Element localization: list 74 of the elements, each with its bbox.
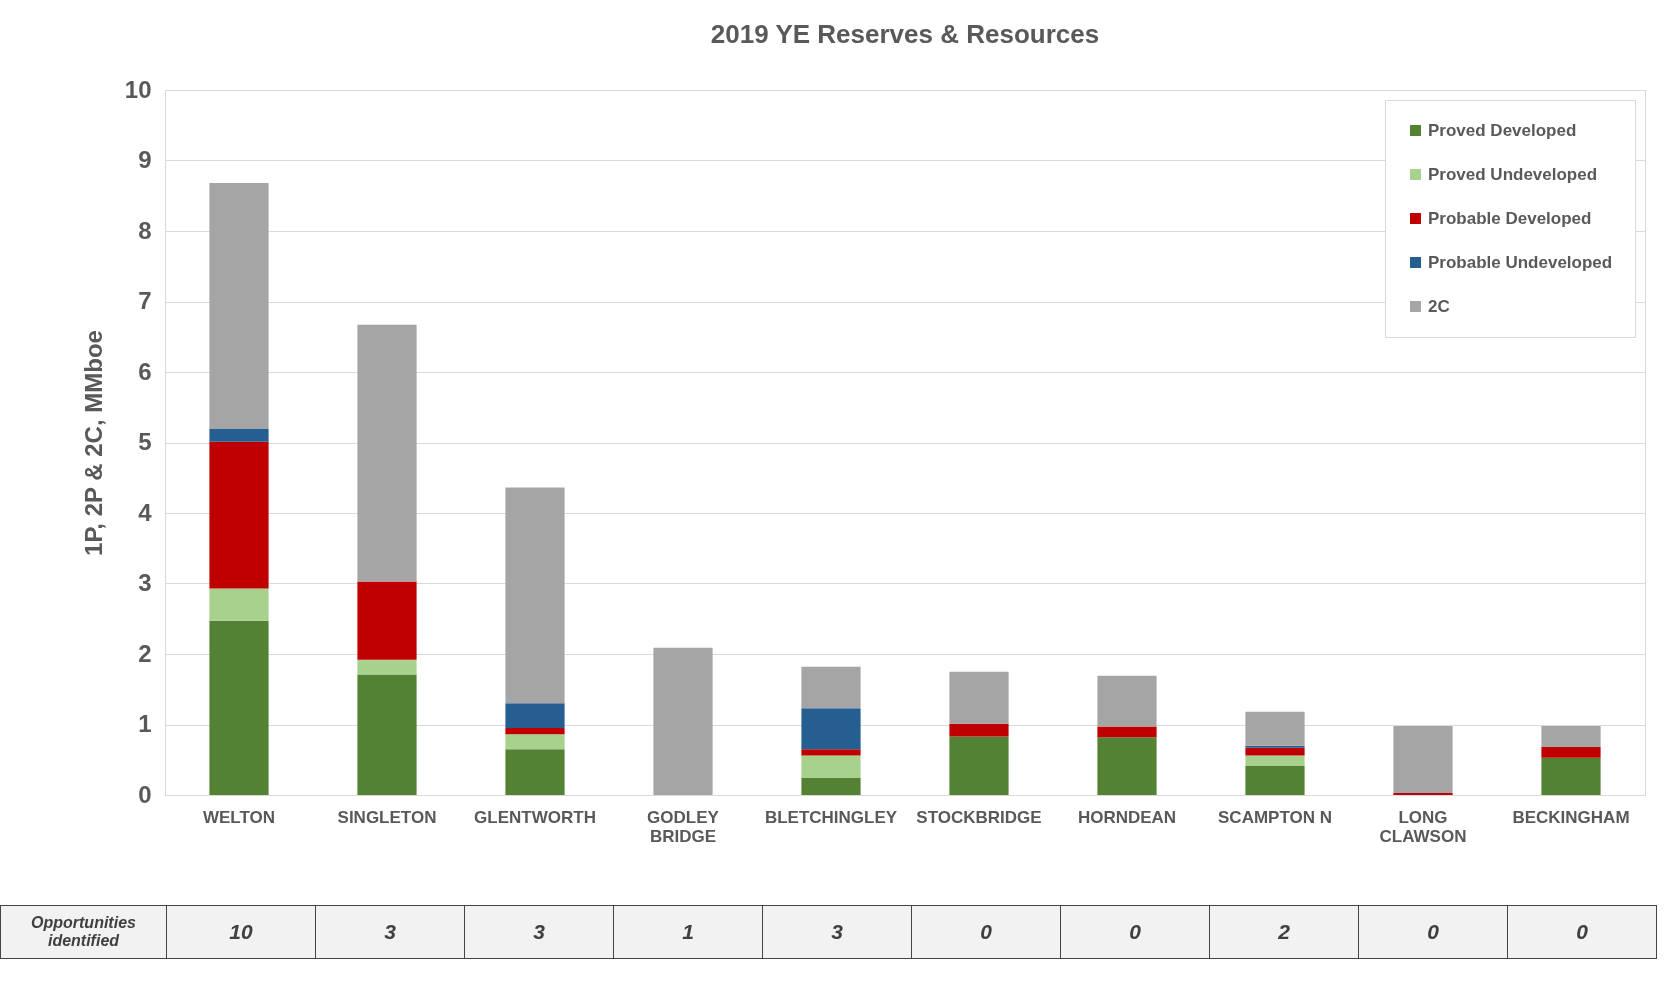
bar [801, 755, 861, 779]
bar [949, 723, 1009, 737]
bar [209, 620, 269, 795]
bar [653, 647, 713, 795]
text: 0 [1358, 905, 1508, 959]
x-tick-label: LONG CLAWSON [1379, 807, 1467, 846]
bar [1393, 725, 1453, 793]
bar [505, 703, 565, 729]
bar [357, 659, 417, 675]
bar [1245, 711, 1305, 746]
bar [505, 734, 565, 750]
text: 0 [1060, 905, 1210, 959]
bar [1393, 792, 1453, 795]
bar [1097, 726, 1157, 738]
x-tick-label: SINGLETON [337, 807, 437, 827]
bar [1541, 757, 1601, 795]
text: 0 [911, 905, 1061, 959]
bar [1245, 747, 1305, 756]
bar [357, 674, 417, 795]
chart-title: 2019 YE Reserves & Resources [710, 19, 1100, 49]
bar [801, 749, 861, 756]
bar [505, 728, 565, 735]
bar [1245, 755, 1305, 767]
y-tick-label: 3 [138, 569, 152, 596]
y-tick-label: 1 [138, 710, 152, 737]
x-tick-label: SCAMPTON N [1218, 807, 1332, 827]
y-tick-label: 4 [138, 498, 153, 526]
y-tick-label: 7 [138, 287, 152, 314]
x-tick-label: STOCKBRIDGE [916, 807, 1042, 827]
bar [505, 749, 565, 795]
bar [209, 441, 269, 589]
x-tick-label: GODLEY BRIDGE [647, 807, 720, 846]
legend-label: Probable Undeveloped [1428, 252, 1613, 272]
bar [1097, 737, 1157, 795]
legend-label: 2C [1428, 296, 1450, 316]
legend-label: Proved Developed [1428, 120, 1577, 140]
y-tick-label: 10 [124, 75, 152, 103]
legend-label: Probable Developed [1428, 208, 1592, 228]
bar [209, 588, 269, 621]
bar [1541, 747, 1601, 758]
text: 2 [1209, 905, 1359, 959]
bar [209, 429, 269, 442]
y-tick-label: 6 [138, 357, 152, 385]
text: 3 [315, 905, 465, 959]
x-tick-label: WELTON [202, 807, 276, 827]
bar [1245, 766, 1305, 795]
bar [801, 778, 861, 795]
y-tick-label: 5 [138, 428, 152, 455]
y-axis-title: 1P, 2P & 2C, MMboe [79, 330, 107, 556]
bar [505, 487, 565, 704]
text: 1 [613, 905, 763, 959]
bar [209, 183, 269, 430]
bar [357, 324, 417, 582]
text: Opportunities identified [0, 905, 167, 959]
y-tick-label: 9 [138, 146, 152, 173]
text: 3 [464, 905, 614, 959]
bar [1541, 725, 1601, 748]
bar [357, 581, 417, 660]
bar [1245, 745, 1305, 748]
y-tick-label: 8 [138, 216, 152, 244]
x-tick-label: GLENTWORTH [474, 807, 596, 827]
y-tick-label: 2 [138, 639, 152, 667]
text: 0 [1507, 905, 1657, 959]
x-tick-label: BLETCHINGLEY [764, 807, 898, 827]
bar [801, 666, 861, 709]
text: 3 [762, 905, 912, 959]
bar [949, 736, 1009, 795]
legend-label: Proved Undeveloped [1428, 164, 1598, 184]
x-tick-label: HORNDEAN [1077, 807, 1177, 827]
bar [949, 671, 1009, 724]
y-tick-label: 0 [138, 780, 152, 808]
x-tick-label: BECKINGHAM [1512, 807, 1630, 827]
bar [1097, 675, 1157, 727]
bar [801, 708, 861, 750]
